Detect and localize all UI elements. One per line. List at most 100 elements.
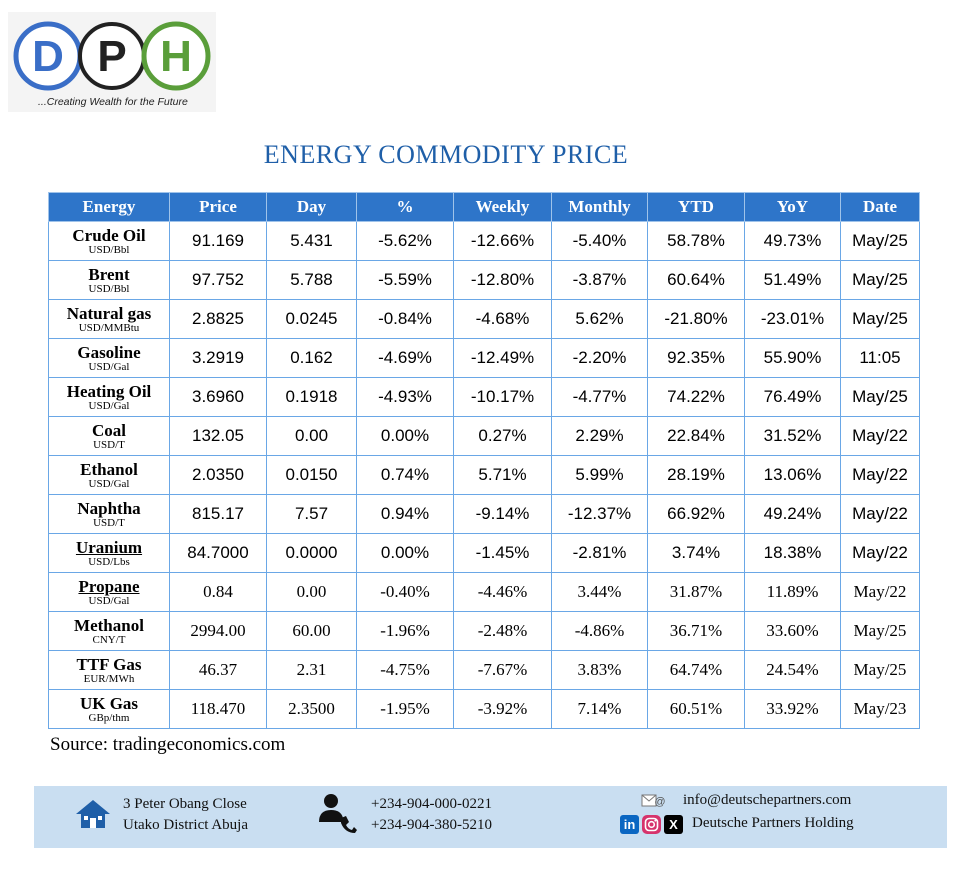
commodity-name: Brent bbox=[88, 264, 130, 284]
weekly-cell: -2.48% bbox=[453, 611, 552, 651]
price-cell: 3.2919 bbox=[169, 338, 267, 378]
monthly-cell: -3.87% bbox=[551, 260, 648, 300]
yoy-cell: 33.60% bbox=[744, 611, 841, 651]
price-cell: 97.752 bbox=[169, 260, 267, 300]
weekly-cell: -4.68% bbox=[453, 299, 552, 339]
date-cell: May/22 bbox=[840, 533, 920, 573]
monthly-cell: -5.40% bbox=[551, 221, 648, 261]
commodity-name: UK Gas bbox=[79, 693, 139, 713]
day-cell: 5.788 bbox=[266, 260, 357, 300]
price-cell: 2994.00 bbox=[169, 611, 267, 651]
commodity-unit: USD/T bbox=[93, 516, 125, 529]
pct-cell: -4.69% bbox=[356, 338, 454, 378]
day-cell: 7.57 bbox=[266, 494, 357, 534]
monthly-cell: -2.20% bbox=[551, 338, 648, 378]
x-icon[interactable]: X bbox=[664, 815, 683, 834]
ytd-cell: 3.74% bbox=[647, 533, 745, 573]
phone-contact-icon bbox=[319, 794, 357, 833]
social-handle: Deutsche Partners Holding bbox=[692, 815, 854, 831]
table-row: Uranium USD/Lbs 84.7000 0.0000 0.00% -1.45% -2… bbox=[48, 533, 920, 573]
commodity-unit: USD/Gal bbox=[88, 477, 130, 490]
commodity-cell: Natural gas USD/MMBtu bbox=[48, 299, 170, 339]
weekly-cell: 5.71% bbox=[453, 455, 552, 495]
commodity-unit: USD/Bbl bbox=[88, 243, 130, 256]
commodity-name: Ethanol bbox=[80, 459, 138, 479]
yoy-cell: 55.90% bbox=[744, 338, 841, 378]
weekly-cell: -3.92% bbox=[453, 689, 552, 729]
commodity-cell: Propane USD/Gal bbox=[48, 572, 170, 612]
price-cell: 91.169 bbox=[169, 221, 267, 261]
column-header: Energy bbox=[48, 192, 170, 222]
commodity-cell: Naphtha USD/T bbox=[48, 494, 170, 534]
page-title: ENERGY COMMODITY PRICE bbox=[263, 140, 629, 169]
monthly-cell: 3.44% bbox=[551, 572, 648, 612]
commodity-name: Natural gas bbox=[66, 303, 152, 323]
pct-cell: 0.94% bbox=[356, 494, 454, 534]
commodity-unit: USD/MMBtu bbox=[78, 321, 140, 334]
table-header-row: Energy Price Day% Weekly Monthly YTD YoY Date bbox=[48, 192, 920, 222]
monthly-cell: -12.37% bbox=[551, 494, 648, 534]
day-cell: 0.0000 bbox=[266, 533, 357, 573]
monthly-cell: 3.83% bbox=[551, 650, 648, 690]
phone-number-2[interactable]: +234-904-380-5210 bbox=[371, 817, 492, 833]
yoy-cell: 13.06% bbox=[744, 455, 841, 495]
table-row: Gasoline USD/Gal 3.2919 0.162 -4.69% -12.49% -… bbox=[48, 338, 920, 378]
logo-letter-p: P bbox=[97, 32, 126, 81]
email-address[interactable]: info@deutschepartners.com bbox=[683, 792, 852, 808]
phone-number-1[interactable]: +234-904-000-0221 bbox=[371, 796, 492, 812]
yoy-cell: 24.54% bbox=[744, 650, 841, 690]
contact-footer: 3 Peter Obang Close Utako District Abuja… bbox=[34, 786, 947, 848]
commodity-name: Uranium bbox=[75, 537, 143, 557]
weekly-cell: -10.17% bbox=[453, 377, 552, 417]
monthly-cell: 5.99% bbox=[551, 455, 648, 495]
commodity-unit: USD/T bbox=[93, 438, 125, 451]
ytd-cell: 58.78% bbox=[647, 221, 745, 261]
linkedin-icon[interactable]: in bbox=[620, 815, 639, 834]
commodity-name: Coal bbox=[92, 420, 126, 440]
ytd-cell: 60.64% bbox=[647, 260, 745, 300]
commodity-cell: UK Gas GBp/thm bbox=[48, 689, 170, 729]
yoy-cell: 76.49% bbox=[744, 377, 841, 417]
pct-cell: -0.40% bbox=[356, 572, 454, 612]
ytd-cell: 36.71% bbox=[647, 611, 745, 651]
date-cell: May/23 bbox=[840, 689, 920, 729]
day-cell: 0.0150 bbox=[266, 455, 357, 495]
commodity-unit: USD/Bbl bbox=[88, 282, 130, 295]
pct-cell: 0.00% bbox=[356, 416, 454, 456]
pct-cell: -1.95% bbox=[356, 689, 454, 729]
day-cell: 2.31 bbox=[266, 650, 357, 690]
commodity-name: Propane bbox=[78, 576, 140, 596]
address-line-1: 3 Peter Obang Close bbox=[123, 796, 247, 812]
day-cell: 0.00 bbox=[266, 416, 357, 456]
price-cell: 118.470 bbox=[169, 689, 267, 729]
yoy-cell: 49.73% bbox=[744, 221, 841, 261]
ytd-cell: 22.84% bbox=[647, 416, 745, 456]
date-cell: May/25 bbox=[840, 650, 920, 690]
commodity-cell: Crude Oil USD/Bbl bbox=[48, 221, 170, 261]
commodity-cell: Coal USD/T bbox=[48, 416, 170, 456]
commodity-unit: CNY/T bbox=[92, 633, 126, 646]
svg-text:@: @ bbox=[654, 796, 665, 808]
commodity-cell: Uranium USD/Lbs bbox=[48, 533, 170, 573]
table-row: Methanol CNY/T 2994.00 60.00 -1.96% -2.48% -4.… bbox=[48, 611, 920, 651]
commodity-cell: Ethanol USD/Gal bbox=[48, 455, 170, 495]
instagram-icon[interactable] bbox=[642, 815, 661, 834]
commodity-name: Crude Oil bbox=[72, 225, 146, 245]
yoy-cell: 33.92% bbox=[744, 689, 841, 729]
monthly-cell: 5.62% bbox=[551, 299, 648, 339]
price-cell: 815.17 bbox=[169, 494, 267, 534]
date-cell: May/22 bbox=[840, 494, 920, 534]
commodity-unit: USD/Gal bbox=[88, 360, 130, 373]
table-row: Natural gas USD/MMBtu 2.8825 0.0245 -0.84% -4… bbox=[48, 299, 920, 339]
commodity-unit: USD/Lbs bbox=[88, 555, 130, 568]
date-cell: May/25 bbox=[840, 260, 920, 300]
date-cell: May/22 bbox=[840, 572, 920, 612]
weekly-cell: -7.67% bbox=[453, 650, 552, 690]
address-line-2: Utako District Abuja bbox=[123, 817, 248, 833]
day-cell: 0.162 bbox=[266, 338, 357, 378]
price-cell: 0.84 bbox=[169, 572, 267, 612]
price-cell: 2.0350 bbox=[169, 455, 267, 495]
dph-logo-mark: D P H bbox=[13, 21, 211, 91]
ytd-cell: 60.51% bbox=[647, 689, 745, 729]
pct-cell: 0.00% bbox=[356, 533, 454, 573]
